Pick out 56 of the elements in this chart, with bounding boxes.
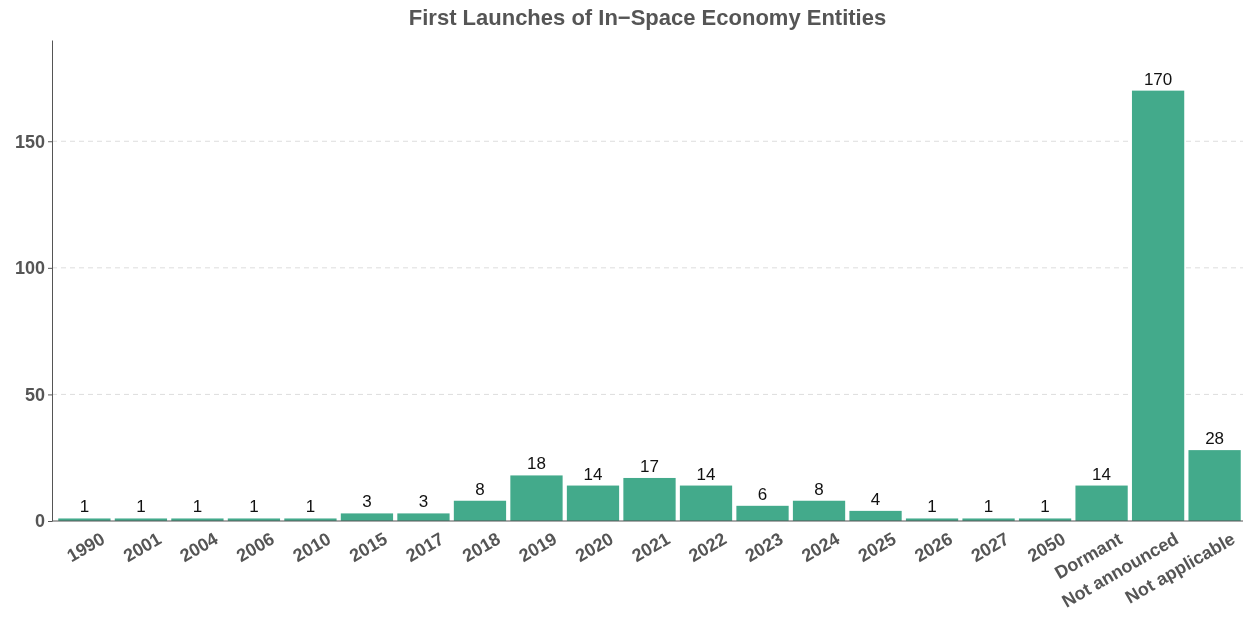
bar [1131, 90, 1185, 521]
data-label: 3 [418, 492, 429, 512]
data-label: 14 [1092, 464, 1112, 484]
x-tick-label: 2025 [854, 528, 900, 566]
data-label: 14 [696, 464, 716, 484]
data-label: 1 [927, 497, 937, 517]
x-tick-label: 2019 [515, 528, 561, 566]
x-tick-label: 2022 [685, 528, 730, 566]
bar [340, 513, 394, 521]
y-tick-label: 0 [34, 511, 45, 532]
data-label: 8 [814, 479, 824, 499]
data-label: 1 [79, 497, 90, 517]
data-label: 17 [640, 456, 659, 476]
bar [792, 500, 846, 521]
x-tick-label: 2020 [572, 528, 617, 566]
bar [849, 510, 902, 521]
data-label: 3 [362, 492, 372, 512]
data-label: 170 [1143, 69, 1173, 89]
y-tick-label: 150 [14, 131, 45, 152]
x-tick-label: 2004 [176, 528, 222, 566]
data-label: 1 [136, 497, 146, 517]
x-tick-label: 2018 [459, 528, 504, 566]
data-label: 14 [583, 464, 603, 484]
x-tick-label: 2010 [289, 528, 335, 566]
data-label: 1 [305, 497, 316, 517]
x-tick-label: 2017 [402, 528, 448, 566]
x-tick-label: 1990 [63, 528, 109, 566]
data-label: 1 [249, 497, 259, 517]
x-tick-label: 2023 [741, 528, 787, 566]
x-tick-label: 2015 [346, 528, 391, 566]
data-label: 1 [983, 497, 994, 517]
x-tick-label: 2021 [628, 528, 674, 566]
bar [1075, 485, 1128, 521]
data-label: 8 [475, 479, 485, 499]
x-tick-label: 2001 [120, 528, 165, 566]
x-tick-label: 2024 [798, 528, 843, 566]
x-tick-label: 2026 [911, 528, 956, 566]
bar [623, 477, 676, 521]
y-tick-label: 50 [24, 384, 45, 405]
chart-title: First Launches of In−Space Economy Entities [408, 5, 887, 30]
bar [566, 485, 620, 521]
bar [1188, 450, 1241, 521]
data-label: 6 [757, 484, 768, 504]
bar [453, 500, 507, 521]
y-tick-label: 100 [14, 258, 45, 279]
x-tick-label: 2027 [967, 528, 1013, 566]
bar [510, 475, 563, 521]
x-tick-label: 2006 [233, 528, 278, 566]
data-label: 18 [527, 454, 546, 474]
data-label: 1 [192, 497, 203, 517]
data-label: 1 [1040, 497, 1050, 517]
bar [397, 513, 450, 521]
bar [679, 485, 733, 521]
data-label: 4 [870, 489, 881, 509]
bar [736, 505, 789, 521]
data-label: 28 [1205, 429, 1225, 449]
